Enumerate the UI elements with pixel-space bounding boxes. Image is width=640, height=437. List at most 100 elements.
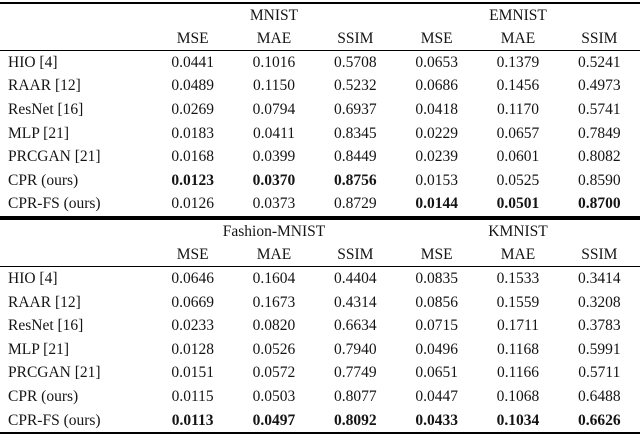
dataset-header-mnist: MNIST (249, 6, 299, 24)
method-label: HIO [4] (8, 53, 58, 71)
metric-value: 0.0229 (415, 124, 458, 142)
table-row: HIO [4] 0.0646 0.1604 0.4404 0.0835 0.15… (0, 267, 640, 291)
metric-value: 0.0151 (171, 364, 214, 382)
metric-value: 0.1456 (496, 77, 540, 95)
table-row: MLP [21] 0.0128 0.0526 0.7940 0.0496 0.1… (0, 338, 640, 362)
method-label: MLP [21] (8, 124, 69, 142)
metric-value: 0.0115 (171, 387, 214, 405)
metric-value: 0.1711 (496, 317, 540, 335)
method-label: CPR (ours) (8, 387, 79, 405)
metric-value: 0.8700 (578, 195, 621, 213)
table-row: ResNet [16] 0.0233 0.0820 0.6634 0.0715 … (0, 314, 640, 338)
empty-corner-cell (0, 27, 152, 51)
column-header-ssim: SSIM (314, 243, 396, 268)
method-label: MLP [21] (8, 340, 69, 358)
metric-value: 0.0572 (252, 364, 296, 382)
column-header-mse: MSE (396, 243, 478, 268)
method-label: CPR-FS (ours) (8, 195, 101, 213)
column-header-mae: MAE (477, 243, 559, 268)
table-row: CPR-FS (ours) 0.0126 0.0373 0.8729 0.014… (0, 193, 640, 218)
metric-value: 0.3208 (578, 293, 621, 311)
metric-value: 0.6488 (578, 387, 621, 405)
metric-value: 0.0113 (171, 411, 214, 429)
metric-value: 0.0653 (415, 53, 458, 71)
metric-value: 0.0128 (171, 340, 214, 358)
metric-value: 0.0418 (415, 100, 458, 118)
metric-value: 0.5232 (334, 77, 377, 95)
metric-value: 0.0794 (252, 100, 296, 118)
column-header-mse: MSE (152, 243, 234, 268)
metric-value: 0.8345 (334, 124, 377, 142)
method-label: PRCGAN [21] (8, 148, 101, 166)
method-label: ResNet [16] (8, 100, 84, 118)
metric-value: 0.0686 (415, 77, 458, 95)
metric-value: 0.1016 (252, 53, 296, 71)
metric-value: 0.4314 (334, 293, 377, 311)
metric-value: 0.0525 (496, 171, 540, 189)
metric-value: 0.5711 (578, 364, 621, 382)
metric-value: 0.0168 (171, 148, 214, 166)
metric-value: 0.5991 (578, 340, 621, 358)
metric-value: 0.0669 (171, 293, 214, 311)
column-header-mae: MAE (233, 27, 315, 51)
results-table-fashion-kmnist: Fashion-MNIST KMNIST MSE MAE SSIM MSE MA… (0, 218, 640, 435)
dataset-header-row: MNIST EMNIST (0, 3, 640, 27)
metric-value: 0.0126 (171, 195, 214, 213)
metric-value: 0.6626 (578, 411, 621, 429)
metric-value: 0.1673 (252, 293, 296, 311)
metric-value: 0.6937 (334, 100, 377, 118)
metric-value: 0.0399 (252, 148, 296, 166)
empty-corner-cell (0, 3, 152, 27)
results-table-mnist-emnist: MNIST EMNIST MSE MAE SSIM MSE MAE SSIM H… (0, 2, 640, 219)
metric-value: 0.4404 (334, 269, 377, 287)
metric-value: 0.0441 (171, 53, 214, 71)
column-header-ssim: SSIM (314, 27, 396, 51)
table-row: ResNet [16] 0.0269 0.0794 0.6937 0.0418 … (0, 98, 640, 122)
metric-value: 0.1170 (496, 100, 539, 118)
metric-value: 0.5708 (334, 53, 377, 71)
method-label: CPR-FS (ours) (8, 411, 101, 429)
table-row: MLP [21] 0.0183 0.0411 0.8345 0.0229 0.0… (0, 122, 640, 146)
metric-header-row: MSE MAE SSIM MSE MAE SSIM (0, 27, 640, 51)
metric-value: 0.0835 (415, 269, 458, 287)
metric-header-row: MSE MAE SSIM MSE MAE SSIM (0, 243, 640, 268)
metric-value: 0.1379 (496, 53, 540, 71)
column-header-ssim: SSIM (558, 27, 640, 51)
metric-value: 0.0856 (415, 293, 458, 311)
metric-value: 0.5741 (578, 100, 621, 118)
metric-value: 0.7940 (334, 340, 377, 358)
dataset-header-row: Fashion-MNIST KMNIST (0, 219, 640, 243)
metric-value: 0.0433 (415, 411, 458, 429)
method-label: HIO [4] (8, 269, 58, 287)
table-row: CPR-FS (ours) 0.0113 0.0497 0.8092 0.043… (0, 409, 640, 434)
metric-value: 0.0601 (496, 148, 540, 166)
metric-value: 0.4973 (578, 77, 621, 95)
metric-value: 0.8756 (334, 171, 377, 189)
empty-corner-cell (0, 219, 152, 243)
metric-value: 0.0820 (252, 317, 296, 335)
metric-value: 0.0503 (252, 387, 296, 405)
metric-value: 0.0123 (171, 171, 214, 189)
metric-value: 0.0269 (171, 100, 214, 118)
metric-value: 0.1068 (496, 387, 540, 405)
metric-value: 0.0501 (496, 195, 540, 213)
metric-value: 0.8449 (334, 148, 377, 166)
metric-value: 0.1150 (252, 77, 296, 95)
metric-value: 0.3783 (578, 317, 621, 335)
metric-value: 0.8077 (334, 387, 377, 405)
column-header-mse: MSE (395, 27, 478, 51)
metric-value: 0.6634 (334, 317, 377, 335)
metric-value: 0.8082 (578, 148, 621, 166)
empty-corner-cell (0, 243, 152, 268)
metric-value: 0.0411 (252, 124, 296, 142)
metric-value: 0.0651 (415, 364, 458, 382)
metric-value: 0.0715 (415, 317, 458, 335)
table-row: CPR (ours) 0.0123 0.0370 0.8756 0.0153 0… (0, 169, 640, 193)
metric-value: 0.0526 (252, 340, 296, 358)
method-label: PRCGAN [21] (8, 364, 101, 382)
metric-value: 0.8590 (578, 171, 621, 189)
table-row: CPR (ours) 0.0115 0.0503 0.8077 0.0447 0… (0, 385, 640, 409)
dataset-header-kmnist: KMNIST (488, 222, 548, 240)
